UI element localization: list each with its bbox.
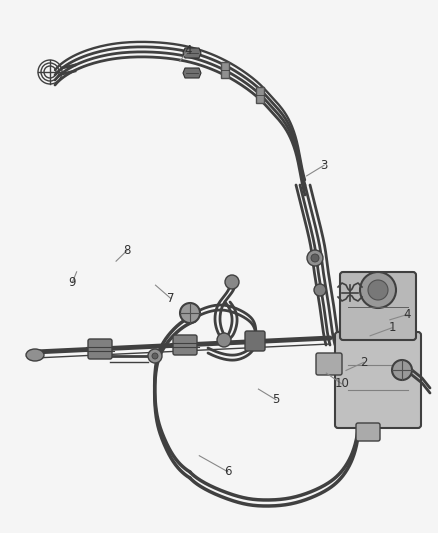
Circle shape [360, 272, 396, 308]
FancyBboxPatch shape [173, 335, 197, 355]
Ellipse shape [26, 349, 44, 361]
FancyBboxPatch shape [316, 353, 342, 375]
Polygon shape [183, 68, 201, 78]
Text: 5: 5 [272, 393, 279, 406]
Polygon shape [183, 48, 201, 58]
Circle shape [180, 303, 200, 323]
Circle shape [311, 254, 319, 262]
FancyBboxPatch shape [340, 272, 416, 340]
FancyBboxPatch shape [88, 339, 112, 359]
Text: 1: 1 [388, 321, 396, 334]
Circle shape [148, 349, 162, 363]
FancyBboxPatch shape [245, 331, 265, 351]
Bar [221, 62, 229, 78]
Text: 4: 4 [184, 44, 192, 57]
Circle shape [368, 280, 388, 300]
Bar [256, 87, 264, 103]
FancyBboxPatch shape [356, 423, 380, 441]
Text: 2: 2 [360, 356, 367, 369]
Circle shape [152, 353, 158, 359]
Text: 4: 4 [403, 308, 411, 321]
Text: 6: 6 [224, 465, 232, 478]
Circle shape [217, 333, 231, 347]
Circle shape [314, 284, 326, 296]
Circle shape [225, 275, 239, 289]
Circle shape [307, 250, 323, 266]
Text: 3: 3 [321, 159, 328, 172]
Text: 7: 7 [167, 292, 175, 305]
Text: 10: 10 [334, 377, 349, 390]
Text: 9: 9 [68, 276, 76, 289]
Circle shape [392, 360, 412, 380]
FancyBboxPatch shape [335, 332, 421, 428]
Text: 8: 8 [124, 244, 131, 257]
